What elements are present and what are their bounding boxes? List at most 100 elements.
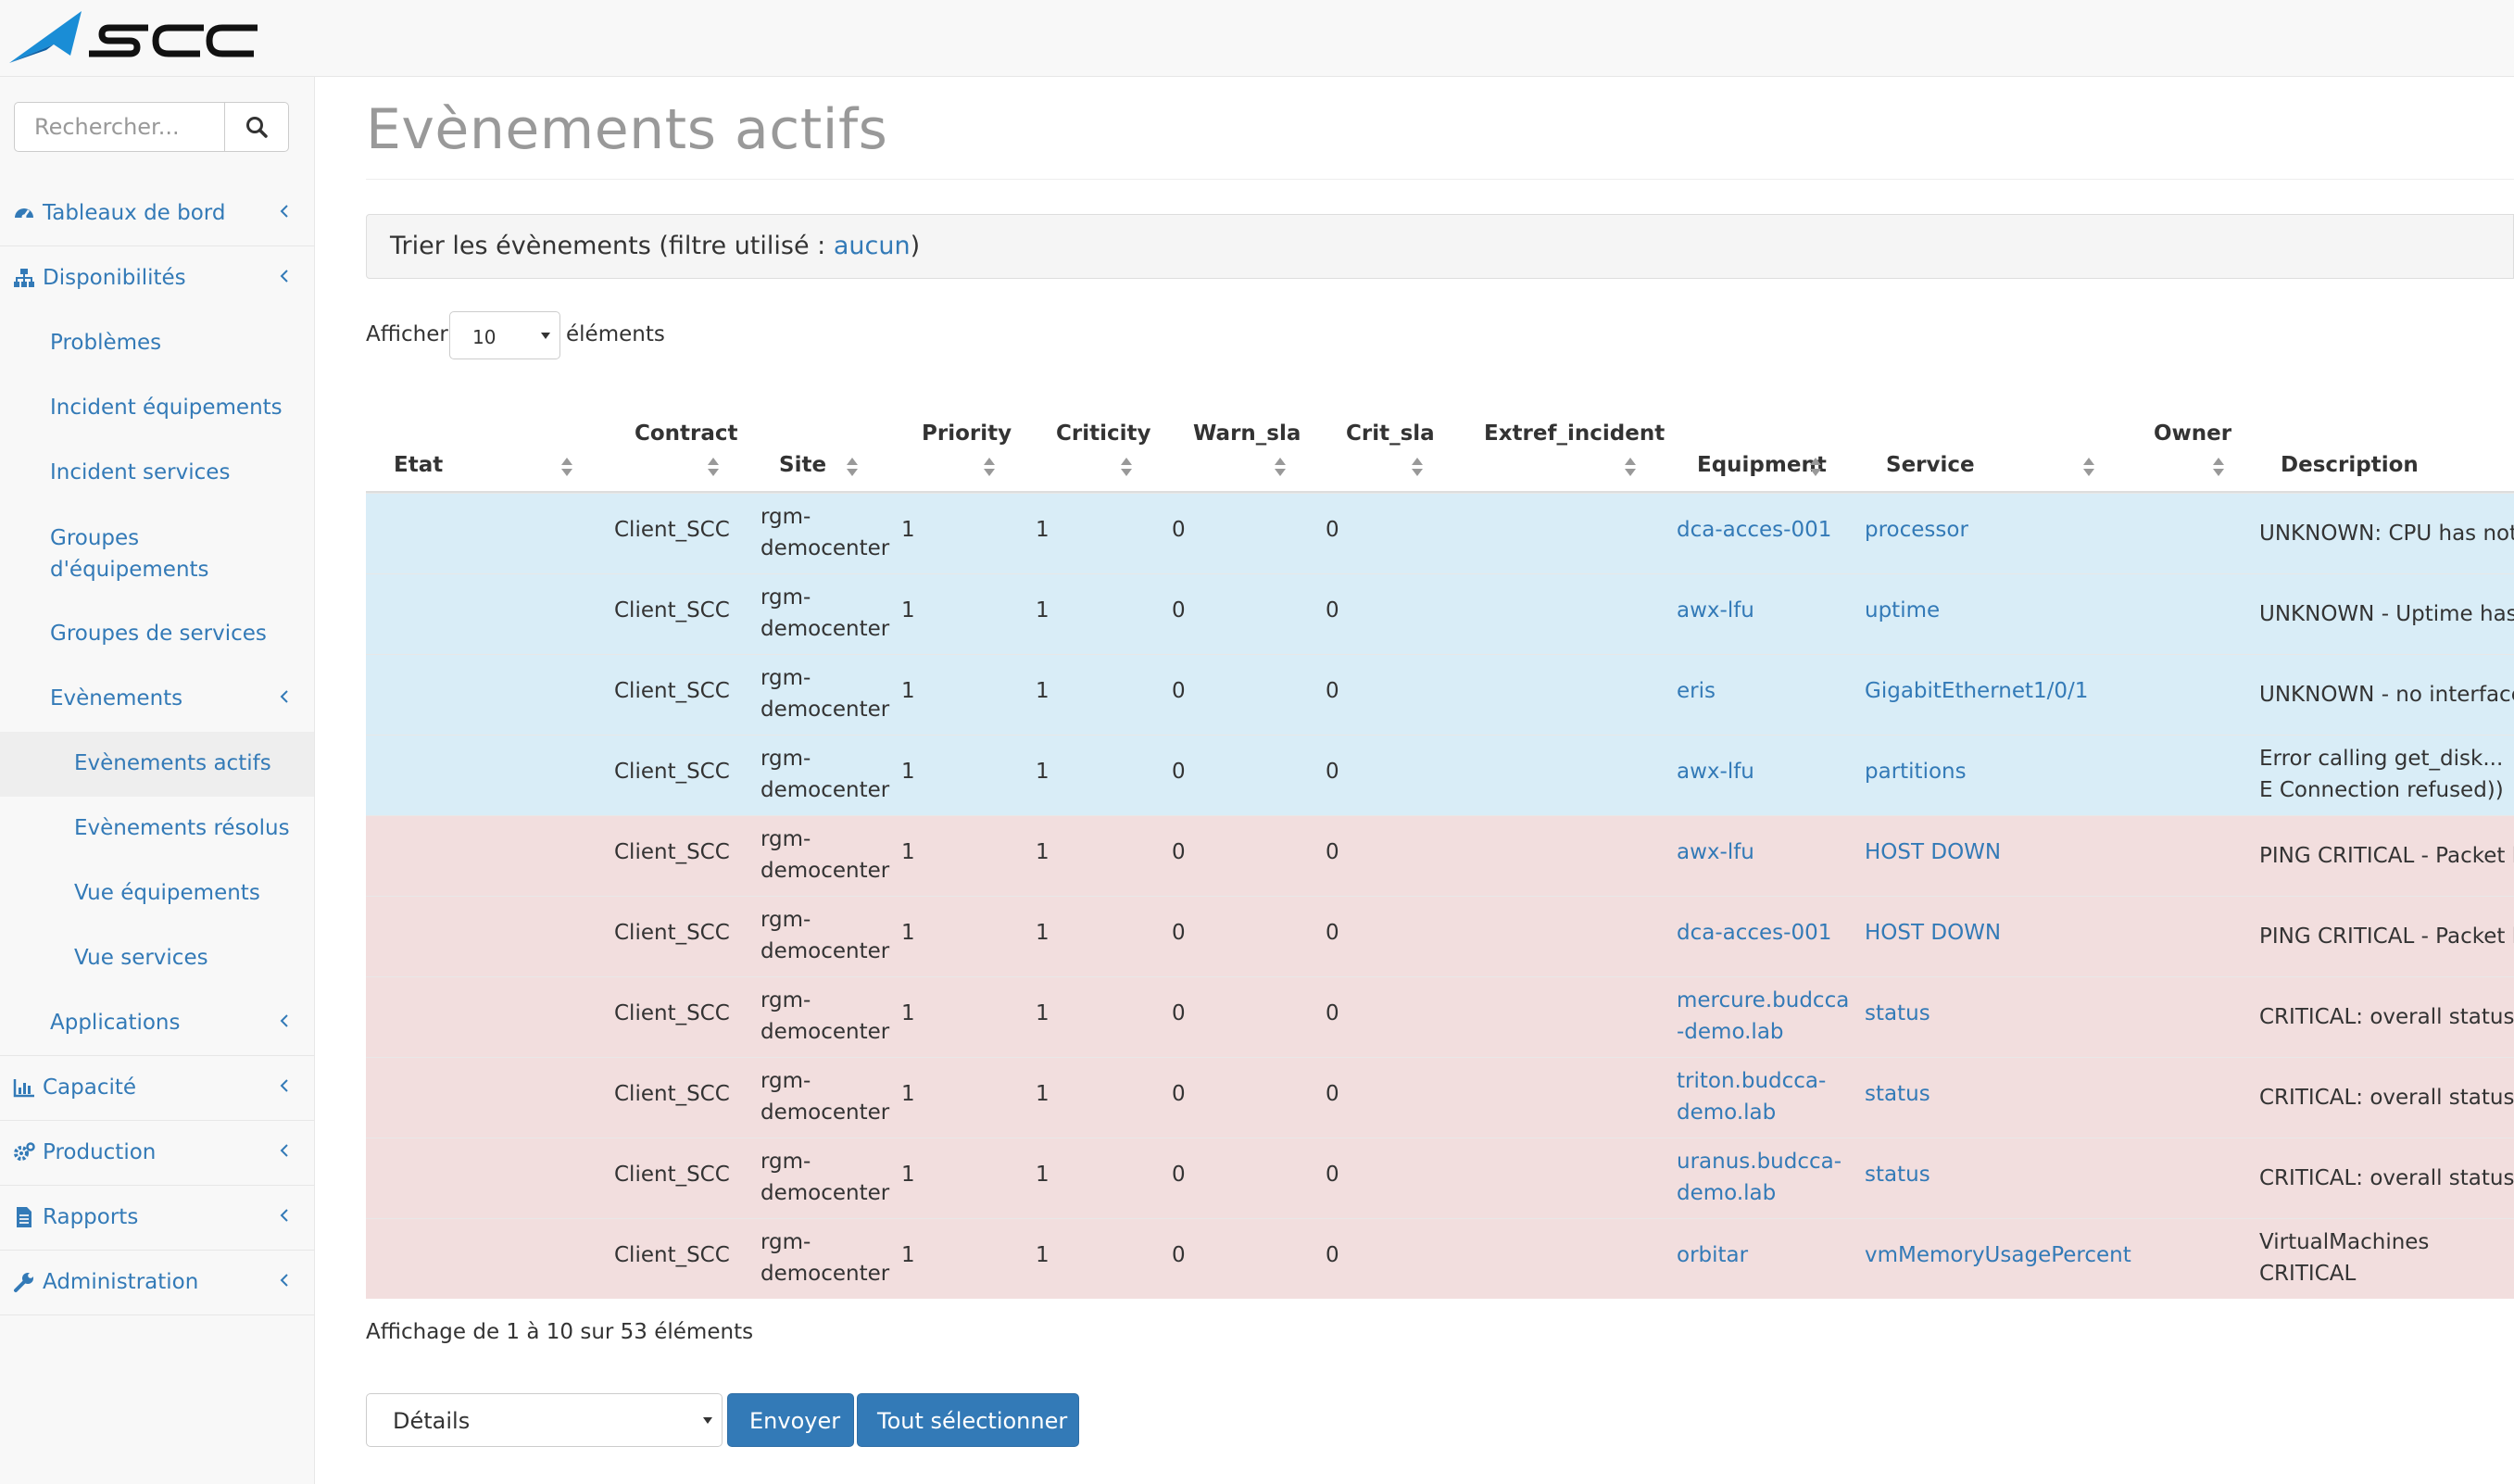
sort-icon[interactable] — [2082, 457, 2095, 477]
sidebar-item-production[interactable]: Production — [0, 1121, 314, 1186]
sidebar-item-evenements-resolus[interactable]: Evènements résolus — [0, 797, 314, 861]
priority-cell: 1 — [901, 921, 915, 945]
page-length-value: 10 — [472, 326, 497, 348]
equipment-link[interactable]: dca-acces-001 — [1677, 518, 1832, 542]
contract-cell: Client_SCC — [614, 1243, 730, 1267]
equipment-link[interactable]: dca-acces-001 — [1677, 921, 1832, 945]
description-cell: CRITICAL: overall status= — [2259, 1005, 2514, 1029]
column-header-label: Etat — [394, 453, 444, 477]
events-table: Etat Contract Site Priority Criticity Warn_sl… — [366, 420, 2514, 1299]
service-link[interactable]: status — [1865, 1163, 1930, 1187]
table-row[interactable]: Client_SCC rgm-democenter 1 1 0 0 awx-lfu HOST … — [366, 815, 2514, 896]
sidebar-item-administration[interactable]: Administration — [0, 1251, 314, 1315]
warn-sla-cell: 0 — [1172, 921, 1186, 945]
table-row[interactable]: Client_SCC rgm-democenter 1 1 0 0 triton.budcc… — [366, 1057, 2514, 1138]
sort-icon[interactable] — [1274, 457, 1287, 477]
service-link[interactable]: GigabitEthernet1/0/1 — [1865, 679, 2089, 703]
table-header: Etat Contract Site Priority Criticity Warn_sl… — [366, 420, 2514, 493]
table-info: Affichage de 1 à 10 sur 53 éléments — [366, 1320, 754, 1344]
site-cell: rgm-democenter — [760, 908, 890, 963]
table-row[interactable]: Client_SCC rgm-democenter 1 1 0 0 awx-lfu parti… — [366, 735, 2514, 815]
equipment-link[interactable]: orbitar — [1677, 1243, 1749, 1267]
chevron-left-icon — [280, 1014, 288, 1027]
sidebar-item-label: Disponibilités — [43, 266, 186, 290]
sidebar-item-label: Problèmes — [50, 331, 162, 355]
equipment-link[interactable]: awx-lfu — [1677, 760, 1754, 784]
table-row[interactable]: Client_SCC rgm-democenter 1 1 0 0 mercure.budc… — [366, 976, 2514, 1057]
table-row[interactable]: Client_SCC rgm-democenter 1 1 0 0 dca-acces-00… — [366, 896, 2514, 976]
equipment-link[interactable]: mercure.budcca-demo.lab — [1677, 988, 1850, 1044]
table-row[interactable]: Client_SCC rgm-democenter 1 1 0 0 uranus.budcc… — [366, 1138, 2514, 1218]
table-row[interactable]: Client_SCC rgm-democenter 1 1 0 0 awx-lfu uptim… — [366, 573, 2514, 654]
sort-icon[interactable] — [846, 457, 859, 477]
sort-icon[interactable] — [1809, 457, 1822, 477]
sidebar-item-tableaux-de-bord[interactable]: Tableaux de bord — [0, 182, 314, 246]
sort-icon[interactable] — [1624, 457, 1637, 477]
filter-panel[interactable]: Trier les évènements (filtre utilisé : a… — [366, 214, 2514, 279]
sort-icon[interactable] — [983, 457, 996, 477]
service-link[interactable]: HOST DOWN — [1865, 840, 2002, 864]
warn-sla-cell: 0 — [1172, 760, 1186, 784]
sidebar-item-disponibilites[interactable]: Disponibilités — [0, 246, 314, 311]
search-input[interactable] — [14, 102, 225, 152]
send-button[interactable]: Envoyer — [727, 1393, 854, 1447]
sidebar-item-vue-equipements[interactable]: Vue équipements — [0, 861, 314, 926]
sort-icon[interactable] — [560, 457, 573, 477]
service-link[interactable]: vmMemoryUsagePercent — [1865, 1243, 2131, 1267]
criticity-cell: 1 — [1036, 1001, 1050, 1025]
column-header-label: Site — [779, 453, 827, 477]
equipment-link[interactable]: triton.budcca-demo.lab — [1677, 1069, 1827, 1125]
sidebar-item-label: Vue services — [74, 946, 208, 970]
equipment-link[interactable]: awx-lfu — [1677, 598, 1754, 623]
search-button[interactable] — [224, 102, 289, 152]
service-link[interactable]: status — [1865, 1082, 1930, 1106]
equipment-link[interactable]: eris — [1677, 679, 1716, 703]
table-row[interactable]: Client_SCC rgm-democenter 1 1 0 0 dca-acces-00… — [366, 493, 2514, 573]
action-select[interactable]: Détails — [366, 1393, 723, 1447]
sort-icon[interactable] — [1411, 457, 1424, 477]
sidebar-item-evenements[interactable]: Evènements — [0, 667, 314, 732]
sidebar-item-groupes-services[interactable]: Groupes de services — [0, 602, 314, 667]
page-title: Evènements actifs — [366, 97, 888, 162]
table-row[interactable]: Client_SCC rgm-democenter 1 1 0 0 eris GigabitE… — [366, 654, 2514, 735]
service-link[interactable]: partitions — [1865, 760, 1967, 784]
sidebar-item-groupes-equipements[interactable]: Groupes d'équipements — [0, 506, 314, 602]
sidebar-item-vue-services[interactable]: Vue services — [0, 926, 314, 991]
priority-cell: 1 — [901, 1082, 915, 1106]
sidebar-item-evenements-actifs[interactable]: Evènements actifs — [0, 732, 314, 797]
description-cell: UNKNOWN: CPU has not — [2259, 522, 2514, 546]
crit-sla-cell: 0 — [1326, 921, 1339, 945]
contract-cell: Client_SCC — [614, 840, 730, 864]
site-cell: rgm-democenter — [760, 988, 890, 1044]
service-link[interactable]: HOST DOWN — [1865, 921, 2002, 945]
filter-link[interactable]: aucun — [833, 232, 911, 260]
sidebar-item-label: Evènements actifs — [74, 751, 271, 775]
sort-icon[interactable] — [1120, 457, 1133, 477]
criticity-cell: 1 — [1036, 1163, 1050, 1187]
sidebar-item-incident-services[interactable]: Incident services — [0, 441, 314, 506]
site-cell: rgm-democenter — [760, 666, 890, 722]
sidebar-item-capacite[interactable]: Capacité — [0, 1056, 314, 1121]
sort-icon[interactable] — [707, 457, 720, 477]
contract-cell: Client_SCC — [614, 1001, 730, 1025]
equipment-link[interactable]: uranus.budcca-demo.lab — [1677, 1150, 1842, 1205]
sidebar-item-incident-equipements[interactable]: Incident équipements — [0, 376, 314, 441]
priority-cell: 1 — [901, 840, 915, 864]
service-link[interactable]: processor — [1865, 518, 1968, 542]
select-all-button[interactable]: Tout sélectionner — [857, 1393, 1079, 1447]
equipment-link[interactable]: awx-lfu — [1677, 840, 1754, 864]
crit-sla-cell: 0 — [1326, 1243, 1339, 1267]
sidebar-item-problemes[interactable]: Problèmes — [0, 311, 314, 376]
sort-icon[interactable] — [2212, 457, 2225, 477]
table-row[interactable]: Client_SCC rgm-democenter 1 1 0 0 orbitar vmMem… — [366, 1218, 2514, 1299]
sidebar-item-applications[interactable]: Applications — [0, 991, 314, 1056]
search-icon — [246, 117, 268, 138]
service-link[interactable]: status — [1865, 1001, 1930, 1025]
column-header-label: Equipment — [1697, 453, 1827, 477]
site-cell: rgm-democenter — [760, 1150, 890, 1205]
length-prefix: Afficher — [366, 322, 448, 346]
sidebar-item-rapports[interactable]: Rapports — [0, 1186, 314, 1251]
scc-logo[interactable] — [9, 6, 264, 69]
page-length-select[interactable]: 10 — [449, 311, 560, 359]
service-link[interactable]: uptime — [1865, 598, 1941, 623]
